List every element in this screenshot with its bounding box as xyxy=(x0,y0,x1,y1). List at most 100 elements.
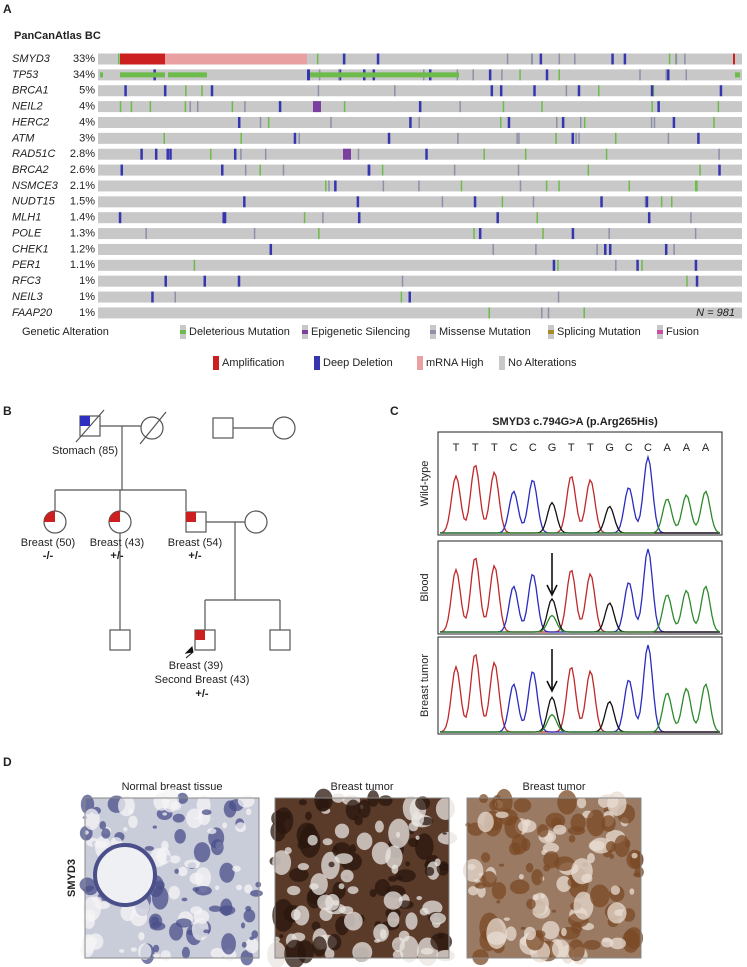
tissue-blob xyxy=(184,859,201,869)
gene-name: POLE xyxy=(12,227,42,239)
alteration xyxy=(608,243,612,255)
pedigree-line xyxy=(75,409,105,443)
alteration xyxy=(457,132,459,144)
alteration xyxy=(222,212,225,224)
legend-label: Missense Mutation xyxy=(439,326,531,338)
tissue-blob xyxy=(416,895,423,901)
affection-label: Breast (43) xyxy=(90,537,144,549)
alteration xyxy=(665,69,668,81)
tissue-blob xyxy=(128,815,138,829)
tissue-blob xyxy=(590,884,610,908)
tissue-blob xyxy=(405,912,418,930)
gene-name: NUDT15 xyxy=(12,196,56,208)
tissue-blob xyxy=(374,939,381,943)
alteration xyxy=(313,101,321,113)
alteration xyxy=(267,116,270,128)
alteration xyxy=(233,148,237,160)
gene-percent: 5% xyxy=(79,85,95,97)
tissue-blob xyxy=(571,858,593,885)
track xyxy=(98,148,742,160)
alteration xyxy=(303,212,306,224)
tissue-blob xyxy=(284,847,292,855)
tissue-blob xyxy=(573,891,594,920)
tissue-blob xyxy=(307,834,318,846)
tissue-blob xyxy=(210,839,224,856)
tissue-blob xyxy=(434,858,441,867)
tissue-blob xyxy=(504,816,523,839)
gene-percent: 1.3% xyxy=(70,227,95,239)
trace xyxy=(440,585,721,633)
gene-percent: 4% xyxy=(79,116,95,128)
base-call: C xyxy=(625,442,633,454)
tissue-blob xyxy=(87,933,104,950)
track xyxy=(98,196,742,208)
tissue-blob xyxy=(236,884,243,891)
alteration xyxy=(400,291,403,303)
alteration xyxy=(278,101,282,113)
row-label: SMYD3 xyxy=(66,859,78,897)
tissue-blob xyxy=(245,808,252,816)
legend-swatch xyxy=(657,330,663,334)
alteration xyxy=(558,180,560,192)
tissue-blob xyxy=(344,911,363,931)
tissue-blob xyxy=(479,794,489,804)
alteration xyxy=(615,259,617,271)
alteration xyxy=(220,164,224,176)
alteration xyxy=(322,212,324,224)
tissue-blob xyxy=(462,858,484,882)
tissue-blob xyxy=(505,926,517,941)
alteration xyxy=(490,85,494,97)
affection-label: Breast (39) xyxy=(169,660,223,672)
alteration xyxy=(473,228,475,240)
genotype: +/- xyxy=(110,550,123,562)
alteration xyxy=(565,85,568,97)
tissue-blob xyxy=(191,917,209,941)
tissue-blob xyxy=(531,869,543,886)
tissue-blob xyxy=(556,875,572,893)
gene-name: NSMCE3 xyxy=(12,180,59,192)
tissue-blob xyxy=(391,937,405,952)
male xyxy=(269,629,291,651)
alteration xyxy=(119,101,122,113)
gene-percent: 2.6% xyxy=(70,164,95,176)
legend-label: Splicing Mutation xyxy=(557,326,641,338)
track xyxy=(98,116,742,128)
tissue-blob xyxy=(214,885,220,891)
tissue-blob xyxy=(340,869,354,883)
tissue-blob xyxy=(279,934,284,939)
alteration xyxy=(583,307,585,319)
alteration xyxy=(735,72,740,78)
female xyxy=(244,510,268,534)
tissue-blob xyxy=(190,906,203,915)
variant-arrow xyxy=(546,649,558,693)
chromatogram-box xyxy=(437,431,723,536)
alteration xyxy=(293,132,297,144)
female xyxy=(272,416,296,440)
tissue-blob xyxy=(542,842,560,854)
alteration xyxy=(243,196,246,208)
alteration xyxy=(639,69,641,81)
tissue-blob xyxy=(436,949,455,962)
tissue-blob xyxy=(94,840,108,849)
legend-swatch xyxy=(213,356,219,370)
alteration xyxy=(713,116,715,128)
legend-swatch xyxy=(548,330,554,334)
tissue-blob xyxy=(94,901,110,910)
tissue-blob xyxy=(576,797,587,809)
alteration xyxy=(387,132,391,144)
alteration xyxy=(667,69,670,81)
alteration xyxy=(328,180,330,192)
tissue-blob xyxy=(297,863,310,871)
alteration xyxy=(145,228,147,240)
track xyxy=(98,291,742,303)
tissue-blob xyxy=(477,811,494,833)
tissue-blob xyxy=(274,807,294,835)
alteration xyxy=(733,53,735,65)
alteration xyxy=(652,85,655,97)
base-call: C xyxy=(644,442,652,454)
alteration xyxy=(555,132,557,144)
tissue-blob xyxy=(468,886,479,896)
alteration xyxy=(611,53,614,65)
alteration xyxy=(166,148,169,160)
tissue-blob xyxy=(537,824,549,838)
